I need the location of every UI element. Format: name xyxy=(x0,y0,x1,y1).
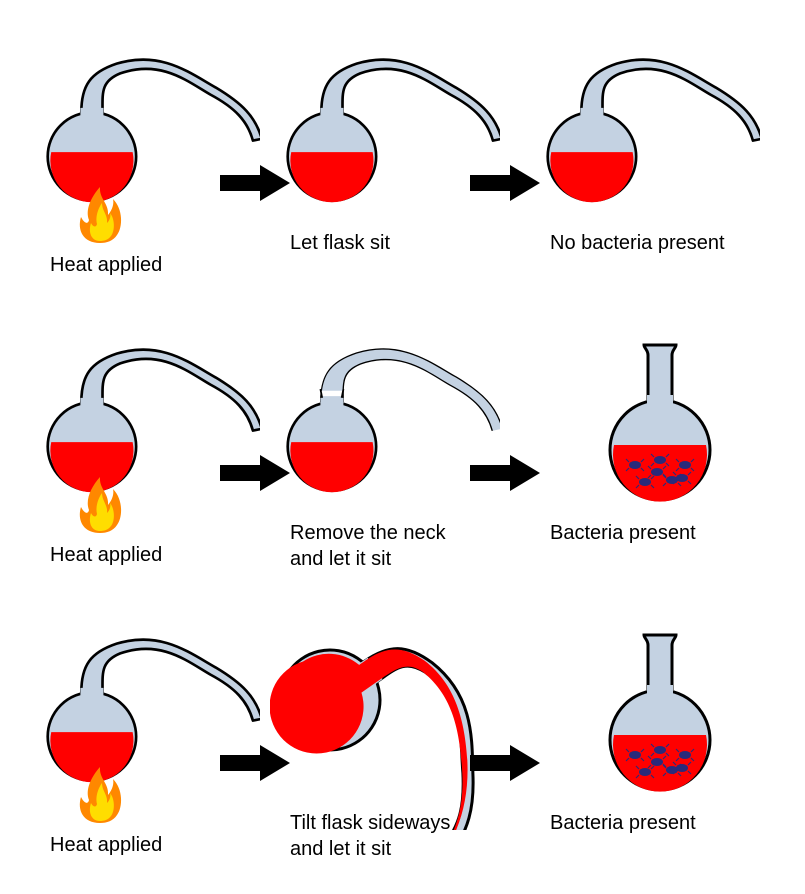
flask-swan xyxy=(270,30,500,235)
arrow-icon xyxy=(470,455,540,496)
flame-icon xyxy=(75,765,125,830)
arrow-icon xyxy=(220,745,290,786)
step-label: Let flask sit xyxy=(290,230,390,256)
flask-tilted xyxy=(270,610,530,835)
arrow-icon xyxy=(220,165,290,206)
step-label: Bacteria present xyxy=(550,810,696,836)
flask-swan xyxy=(530,30,760,235)
step-label: No bacteria present xyxy=(550,230,725,256)
step-label: Heat applied xyxy=(50,542,162,568)
step-label: Tilt flask sidewaysand let it sit xyxy=(290,810,450,862)
flask-swan_broken xyxy=(270,320,500,525)
step-label: Remove the neckand let it sit xyxy=(290,520,446,572)
flame-icon xyxy=(75,475,125,540)
flame-icon xyxy=(75,185,125,250)
flask-straight xyxy=(585,610,735,815)
arrow-icon xyxy=(220,455,290,496)
flask-straight xyxy=(585,320,735,525)
arrow-icon xyxy=(470,165,540,206)
step-label: Bacteria present xyxy=(550,520,696,546)
step-label: Heat applied xyxy=(50,832,162,858)
step-label: Heat applied xyxy=(50,252,162,278)
arrow-icon xyxy=(470,745,540,786)
